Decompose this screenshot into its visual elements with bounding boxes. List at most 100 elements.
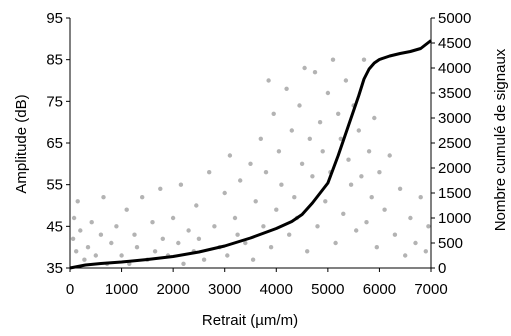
x-tick-label: 5000 bbox=[311, 281, 344, 298]
scatter-point bbox=[343, 78, 349, 83]
scatter-point bbox=[364, 220, 369, 225]
scatter-point bbox=[225, 253, 230, 258]
scatter-point bbox=[74, 249, 79, 254]
scatter-point bbox=[78, 228, 83, 233]
scatter-point bbox=[194, 203, 199, 208]
scatter-point bbox=[109, 240, 114, 246]
scatter-point bbox=[150, 220, 155, 225]
scatter-point bbox=[382, 207, 387, 212]
scatter-point bbox=[361, 57, 367, 62]
scatter-point bbox=[248, 161, 253, 166]
y-right-axis-title: Nombre cumulé de signaux bbox=[492, 48, 509, 231]
x-tick-label: 3000 bbox=[208, 281, 241, 298]
scatter-point bbox=[366, 149, 372, 154]
scatter-point bbox=[418, 195, 423, 200]
x-tick-label: 7000 bbox=[414, 281, 447, 298]
scatter-point bbox=[222, 190, 227, 196]
x-tick-label: 1000 bbox=[105, 281, 138, 298]
scatter-point bbox=[346, 157, 351, 162]
scatter-point bbox=[377, 170, 382, 175]
scatter-point bbox=[119, 253, 124, 258]
x-axis-title: Retrait (µm/m) bbox=[202, 312, 298, 329]
y-right-tick-label: 3500 bbox=[438, 85, 471, 102]
scatter-point bbox=[98, 232, 104, 237]
scatter-point bbox=[289, 128, 294, 133]
y-right-tick-label: 4000 bbox=[438, 60, 471, 77]
scatter-point bbox=[284, 86, 289, 92]
scatter-point bbox=[276, 149, 282, 154]
scatter-point bbox=[238, 178, 243, 183]
scatter-point bbox=[423, 249, 428, 254]
scatter-point bbox=[134, 245, 140, 250]
y-left-tick-label: 45 bbox=[46, 218, 63, 235]
scatter-point bbox=[315, 224, 320, 229]
scatter-point bbox=[356, 128, 361, 133]
scatter-point bbox=[75, 199, 80, 204]
scatter-point bbox=[232, 215, 238, 221]
scatter-point bbox=[317, 120, 323, 125]
scatter-point bbox=[299, 161, 305, 166]
y-right-tick-label: 4500 bbox=[438, 35, 471, 52]
y-right-tick-label: 1500 bbox=[438, 185, 471, 202]
scatter-point bbox=[359, 174, 364, 179]
y-left-axis-title: Amplitude (dB) bbox=[13, 94, 30, 193]
scatter-point bbox=[158, 186, 163, 191]
scatter-point bbox=[392, 232, 398, 237]
scatter-point bbox=[369, 195, 374, 200]
scatter-point bbox=[70, 236, 76, 241]
scatter-point bbox=[266, 78, 271, 83]
x-tick-label: 6000 bbox=[363, 281, 396, 298]
scatter-point bbox=[323, 199, 328, 204]
y-left-tick-label: 65 bbox=[46, 135, 63, 152]
scatter-point bbox=[201, 257, 207, 262]
scatter-point bbox=[333, 240, 338, 246]
scatter-point bbox=[89, 220, 94, 225]
x-tick-label: 2000 bbox=[156, 281, 189, 298]
y-left-tick-label: 35 bbox=[46, 260, 63, 277]
scatter-point bbox=[320, 149, 325, 154]
scatter-point bbox=[268, 245, 274, 250]
scatter-point bbox=[124, 207, 129, 212]
scatter-point bbox=[413, 240, 418, 246]
scatter-point bbox=[330, 57, 336, 62]
scatter-point bbox=[114, 224, 119, 229]
scatter-point bbox=[374, 245, 379, 250]
scatter-point bbox=[250, 257, 256, 262]
x-tick-label: 4000 bbox=[260, 281, 293, 298]
scatter-point bbox=[186, 228, 191, 233]
scatter-point bbox=[307, 136, 312, 141]
scatter-point bbox=[292, 195, 297, 200]
y-left-tick-label: 55 bbox=[46, 177, 63, 194]
scatter-point bbox=[207, 170, 212, 175]
y-right-tick-label: 5000 bbox=[438, 10, 471, 27]
scatter-point bbox=[305, 249, 310, 254]
scatter-point bbox=[258, 136, 263, 141]
y-left-tick-label: 85 bbox=[46, 52, 63, 69]
scatter-point bbox=[132, 232, 137, 237]
cumulative-line-layer bbox=[69, 39, 432, 270]
y-right-tick-label: 2500 bbox=[438, 135, 471, 152]
scatter-point bbox=[336, 111, 341, 117]
scatter-point bbox=[397, 186, 403, 191]
y-right-tick-label: 2000 bbox=[438, 160, 471, 177]
scatter-point bbox=[176, 240, 181, 246]
scatter-point bbox=[178, 182, 184, 187]
scatter-point bbox=[196, 236, 202, 241]
scatter-point bbox=[341, 211, 346, 216]
scatter-layer bbox=[70, 57, 431, 266]
scatter-point bbox=[271, 111, 276, 117]
scatter-point bbox=[212, 224, 217, 229]
scatter-point bbox=[243, 240, 248, 246]
scatter-point bbox=[274, 207, 279, 212]
cumulative-line bbox=[69, 39, 432, 270]
scatter-point bbox=[279, 182, 284, 187]
scatter-point bbox=[408, 215, 413, 221]
scatter-point bbox=[170, 215, 176, 221]
scatter-point bbox=[297, 103, 302, 108]
ticks-layer: 0 1000 2000 3000 4000 5000 6000 700035455565758… bbox=[46, 10, 471, 298]
scatter-point bbox=[181, 261, 186, 266]
x-tick-label: 0 bbox=[66, 281, 74, 298]
scatter-point bbox=[403, 253, 408, 258]
scatter-point bbox=[302, 65, 307, 71]
